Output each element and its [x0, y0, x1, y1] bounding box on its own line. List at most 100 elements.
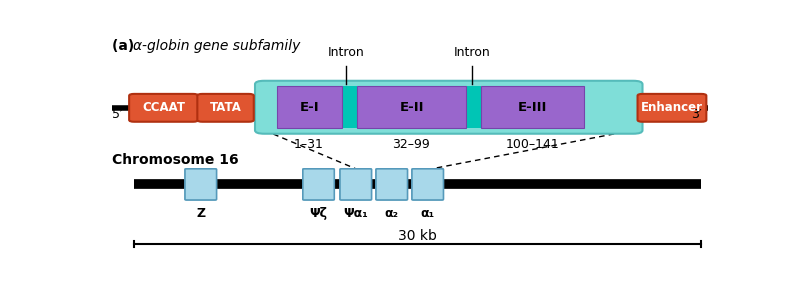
Bar — [187, 184, 214, 186]
FancyBboxPatch shape — [376, 169, 407, 200]
Bar — [482, 86, 584, 129]
Bar — [414, 181, 442, 183]
Bar — [305, 170, 333, 171]
Text: 3′: 3′ — [690, 108, 702, 121]
Bar — [342, 195, 370, 196]
Bar — [414, 177, 442, 179]
Bar — [277, 86, 342, 129]
Bar — [187, 186, 214, 187]
Bar — [378, 171, 406, 173]
Bar — [414, 195, 442, 196]
Bar — [305, 187, 333, 189]
Text: (a): (a) — [112, 39, 139, 53]
Bar — [378, 181, 406, 183]
Bar — [342, 171, 370, 173]
Bar — [305, 174, 333, 176]
Bar — [342, 170, 370, 171]
Bar — [187, 195, 214, 196]
Bar — [187, 190, 214, 192]
Bar — [305, 183, 333, 184]
Bar — [342, 183, 370, 184]
Text: 100–141: 100–141 — [506, 138, 559, 151]
FancyBboxPatch shape — [255, 81, 642, 134]
Bar — [342, 192, 370, 193]
FancyBboxPatch shape — [412, 169, 443, 200]
Bar — [378, 198, 406, 199]
Text: E-I: E-I — [299, 101, 319, 114]
Bar — [378, 183, 406, 184]
Bar — [378, 173, 406, 174]
Bar — [378, 187, 406, 189]
Bar — [187, 171, 214, 173]
Bar — [305, 177, 333, 179]
Bar — [342, 174, 370, 176]
Text: Ψζ: Ψζ — [310, 208, 327, 220]
Bar — [305, 181, 333, 183]
Bar — [187, 196, 214, 198]
Bar — [414, 179, 442, 180]
FancyBboxPatch shape — [198, 94, 254, 122]
Bar — [305, 184, 333, 186]
Bar — [414, 187, 442, 189]
Bar — [342, 187, 370, 189]
Bar — [342, 181, 370, 183]
Text: TATA: TATA — [210, 101, 242, 114]
Bar — [378, 189, 406, 190]
Bar — [342, 190, 370, 192]
Bar — [342, 179, 370, 180]
Bar — [187, 189, 214, 190]
Bar — [305, 186, 333, 187]
Bar — [305, 180, 333, 181]
Bar — [414, 173, 442, 174]
Bar — [414, 180, 442, 181]
Bar — [414, 189, 442, 190]
Text: Intron: Intron — [328, 46, 365, 59]
Bar — [305, 195, 333, 196]
FancyBboxPatch shape — [302, 169, 334, 200]
Bar — [342, 176, 370, 177]
Bar — [342, 186, 370, 187]
Text: E-II: E-II — [399, 101, 424, 114]
Text: CCAAT: CCAAT — [142, 101, 185, 114]
Bar — [187, 192, 214, 193]
Bar — [378, 190, 406, 192]
FancyBboxPatch shape — [185, 169, 217, 200]
Text: α₁: α₁ — [421, 208, 434, 220]
Text: Enhancer: Enhancer — [641, 101, 703, 114]
Bar — [378, 196, 406, 198]
Bar — [342, 196, 370, 198]
Bar — [378, 193, 406, 195]
Bar — [378, 186, 406, 187]
Bar — [358, 86, 466, 129]
Text: 30 kb: 30 kb — [398, 229, 437, 243]
Bar — [414, 193, 442, 195]
Bar — [305, 190, 333, 192]
Bar — [342, 177, 370, 179]
Bar — [414, 198, 442, 199]
Bar — [466, 86, 482, 129]
Bar — [414, 170, 442, 171]
Text: -globin gene subfamily: -globin gene subfamily — [142, 39, 301, 53]
Bar — [187, 193, 214, 195]
Bar — [342, 198, 370, 199]
Text: E-III: E-III — [518, 101, 547, 114]
Bar — [342, 184, 370, 186]
Bar — [305, 171, 333, 173]
FancyBboxPatch shape — [129, 94, 198, 122]
Bar — [305, 173, 333, 174]
Bar — [187, 174, 214, 176]
Bar — [305, 192, 333, 193]
Bar — [414, 184, 442, 186]
Bar — [305, 189, 333, 190]
Bar — [378, 177, 406, 179]
Bar — [187, 183, 214, 184]
Bar — [378, 180, 406, 181]
Bar — [378, 184, 406, 186]
Bar — [414, 171, 442, 173]
Text: Intron: Intron — [454, 46, 490, 59]
Text: α₂: α₂ — [385, 208, 398, 220]
Bar — [187, 198, 214, 199]
Text: 1–31: 1–31 — [294, 138, 324, 151]
Bar — [305, 198, 333, 199]
Bar — [305, 196, 333, 198]
